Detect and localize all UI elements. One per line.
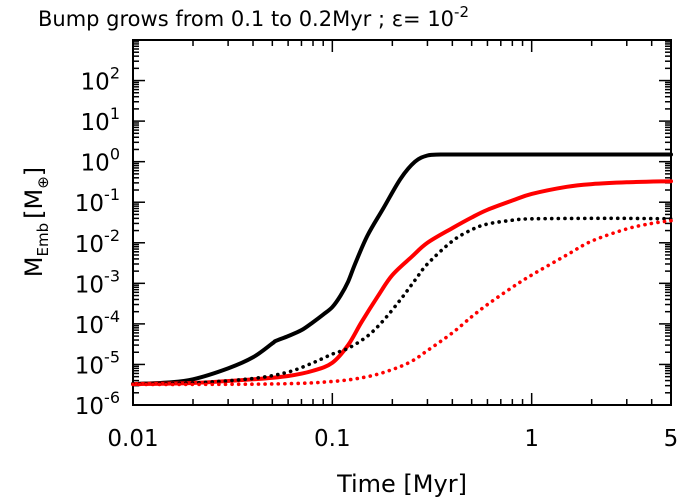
y-tick-labels: 10-6 10-5 10-4 10-3 10-2 10-1 100 101 102 <box>75 64 120 420</box>
y-tick-label: 100 <box>81 145 120 177</box>
x-axis-label: Time [Myr] <box>336 470 467 498</box>
series-red-dotted <box>131 218 673 387</box>
x-tick-label: 0.01 <box>107 426 158 452</box>
y-tick-label: 10-1 <box>75 185 120 217</box>
x-tick-label: 0.1 <box>314 426 351 452</box>
chart-title: Bump grows from 0.1 to 0.2Myr ; ε= 10-2 <box>38 3 469 31</box>
y-tick-label: 10-4 <box>75 307 120 339</box>
y-axis-label-unit-sub: ⊕ <box>34 176 52 189</box>
y-tick-label: 101 <box>81 104 120 136</box>
y-axis-label-sub: Emb <box>34 223 52 257</box>
y-tick-label: 102 <box>81 64 120 96</box>
y-tick-label: 10-2 <box>75 226 120 258</box>
plot-frame <box>132 39 672 406</box>
y-axis-label: MEmb [M⊕] <box>20 167 52 277</box>
x-tick-label: 5 <box>664 426 679 452</box>
y-tick-label: 10-6 <box>75 388 120 420</box>
y-axis-label-main: M <box>20 256 48 277</box>
y-tick-label: 10-3 <box>75 266 120 298</box>
y-axis-label-unit-close: ] <box>20 167 48 176</box>
series-lines <box>131 152 673 387</box>
x-tick-labels: 0.01 0.1 1 5 <box>107 426 678 452</box>
x-tick-label: 1 <box>524 426 539 452</box>
y-tick-label: 10-5 <box>75 347 120 379</box>
y-axis-label-unit: [M <box>20 189 48 219</box>
series-red-solid <box>131 179 673 386</box>
series-black-solid <box>131 152 673 386</box>
chart-title-exponent: -2 <box>454 3 469 21</box>
series-black-dotted <box>131 216 673 386</box>
axis-ticks <box>132 40 672 406</box>
chart-title-text: Bump grows from 0.1 to 0.2Myr ; ε= 10 <box>38 7 454 31</box>
